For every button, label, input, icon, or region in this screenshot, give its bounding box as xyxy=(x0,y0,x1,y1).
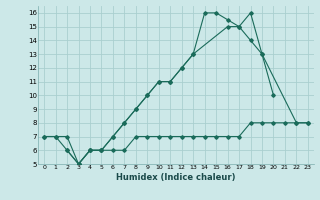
X-axis label: Humidex (Indice chaleur): Humidex (Indice chaleur) xyxy=(116,173,236,182)
